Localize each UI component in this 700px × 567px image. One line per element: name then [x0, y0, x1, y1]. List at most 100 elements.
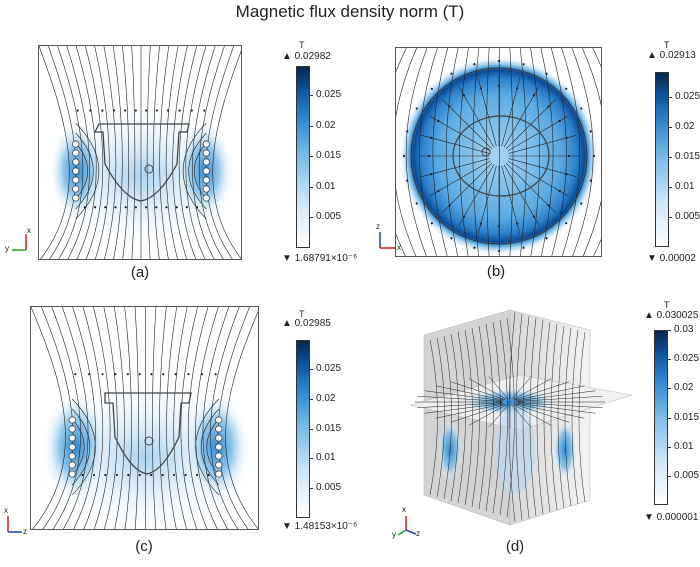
- streamline: [571, 48, 594, 256]
- streamline: [51, 307, 81, 529]
- streamline-arrow: [101, 373, 104, 376]
- streamline: [503, 164, 540, 226]
- streamline: [202, 307, 230, 529]
- streamline: [200, 408, 220, 486]
- streamline-arrow: [406, 130, 409, 133]
- streamline: [185, 46, 207, 259]
- colorbar-tick-label: 0.015: [316, 150, 342, 162]
- colorbar-tick-mark: [309, 428, 313, 430]
- coil-turn: [68, 452, 76, 460]
- streamline: [82, 307, 104, 529]
- streamline: [192, 46, 216, 259]
- coil-turn: [72, 158, 80, 166]
- streamline-arrow: [190, 109, 193, 112]
- streamline-arrow: [187, 373, 190, 376]
- panel-c-colorbar-min: ▼ 1.48153×10⁻⁶: [282, 521, 358, 532]
- streamline: [472, 48, 480, 256]
- coil-turn: [68, 470, 76, 478]
- streamline-arrow: [138, 373, 141, 376]
- streamline-arrow: [532, 215, 536, 218]
- colorbar-tick-mark: [667, 388, 671, 390]
- streamline-arrow: [175, 206, 178, 209]
- coil-turn: [202, 176, 210, 184]
- colorbar-tick-label: 0.025: [316, 362, 342, 374]
- streamline-arrow: [214, 373, 217, 376]
- coil-turn: [72, 140, 80, 148]
- streamline: [511, 404, 532, 428]
- panel-a-caption: (a): [130, 264, 150, 281]
- streamline: [557, 325, 565, 509]
- streamline: [511, 376, 532, 400]
- streamline: [198, 46, 225, 259]
- streamline-arrow: [415, 202, 418, 205]
- coil-turn: [72, 167, 80, 175]
- streamline-arrow: [547, 204, 550, 207]
- streamline: [112, 46, 123, 259]
- coil-turn: [68, 434, 76, 442]
- panel-a-axis-horizontal-label: y: [5, 244, 9, 253]
- streamline-arrow: [185, 206, 188, 209]
- coil-turn: [215, 470, 223, 478]
- streamline-arrow: [479, 87, 482, 90]
- panel-a-streamlines: [39, 46, 241, 259]
- streamline-arrow: [462, 215, 466, 218]
- panel-b-axis-vertical-label: z: [376, 222, 380, 231]
- streamline: [450, 333, 459, 502]
- streamline: [468, 404, 507, 426]
- streamline: [103, 46, 117, 259]
- streamline: [172, 46, 188, 259]
- streamline: [503, 86, 540, 148]
- panel-a-colorbar-unit: T: [299, 40, 305, 50]
- streamline: [499, 319, 508, 516]
- panel-c-plot: [30, 306, 259, 530]
- panel-b-axes-triad: z x: [372, 222, 402, 256]
- streamline: [210, 307, 240, 529]
- panel-c-axis-horizontal-label: z: [23, 527, 27, 536]
- streamline-arrow: [145, 206, 148, 209]
- panel-c-axis-vertical-label: x: [4, 506, 8, 515]
- panel-c-field: [31, 307, 258, 529]
- streamline-arrow: [450, 237, 453, 240]
- colorbar-tick-mark: [667, 475, 671, 477]
- streamline-arrow: [104, 473, 107, 477]
- coil-turn: [72, 149, 80, 157]
- panel-c-colorbar-unit: T: [299, 309, 305, 319]
- streamline-arrow: [74, 373, 77, 376]
- streamline: [508, 311, 516, 523]
- colorbar-tick-mark: [309, 488, 313, 490]
- panel-a-colorbar: [296, 66, 310, 248]
- streamline: [188, 132, 207, 210]
- colorbar-tick-label: 0.015: [674, 411, 700, 423]
- streamline: [561, 48, 581, 256]
- colorbar-tick-mark: [309, 95, 313, 97]
- streamline: [429, 115, 491, 152]
- streamline-arrow: [195, 473, 199, 477]
- streamline: [442, 162, 493, 213]
- colorbar-tick-label: 0.015: [675, 150, 700, 162]
- panel-d-plot: [410, 300, 632, 532]
- colorbar-tick-mark: [668, 126, 672, 128]
- coil-turn: [68, 443, 76, 451]
- streamline-arrow: [565, 222, 568, 225]
- panel-b-plot: [395, 47, 602, 257]
- streamline-arrow: [450, 72, 453, 75]
- streamline: [39, 46, 70, 259]
- streamline-arrow: [589, 130, 592, 133]
- streamline: [517, 402, 603, 409]
- streamline: [478, 165, 497, 234]
- streamline-arrow: [134, 109, 137, 112]
- streamline-arrow: [174, 373, 177, 376]
- panel-b-colorbar-unit: T: [664, 40, 670, 50]
- colorbar-tick-label: 0.025: [316, 89, 342, 101]
- panel-b-field: [396, 48, 601, 256]
- streamline-arrow: [462, 94, 466, 97]
- streamline: [501, 78, 520, 147]
- streamline: [550, 48, 567, 256]
- streamline: [122, 46, 129, 259]
- streamline-arrow: [155, 206, 158, 209]
- panel-d-axes-triad: x y z: [392, 505, 422, 540]
- streamline: [501, 165, 520, 234]
- panel-b-colorbar-max: ▲ 0.02913: [647, 50, 696, 61]
- streamline: [522, 315, 530, 519]
- streamline: [464, 329, 473, 506]
